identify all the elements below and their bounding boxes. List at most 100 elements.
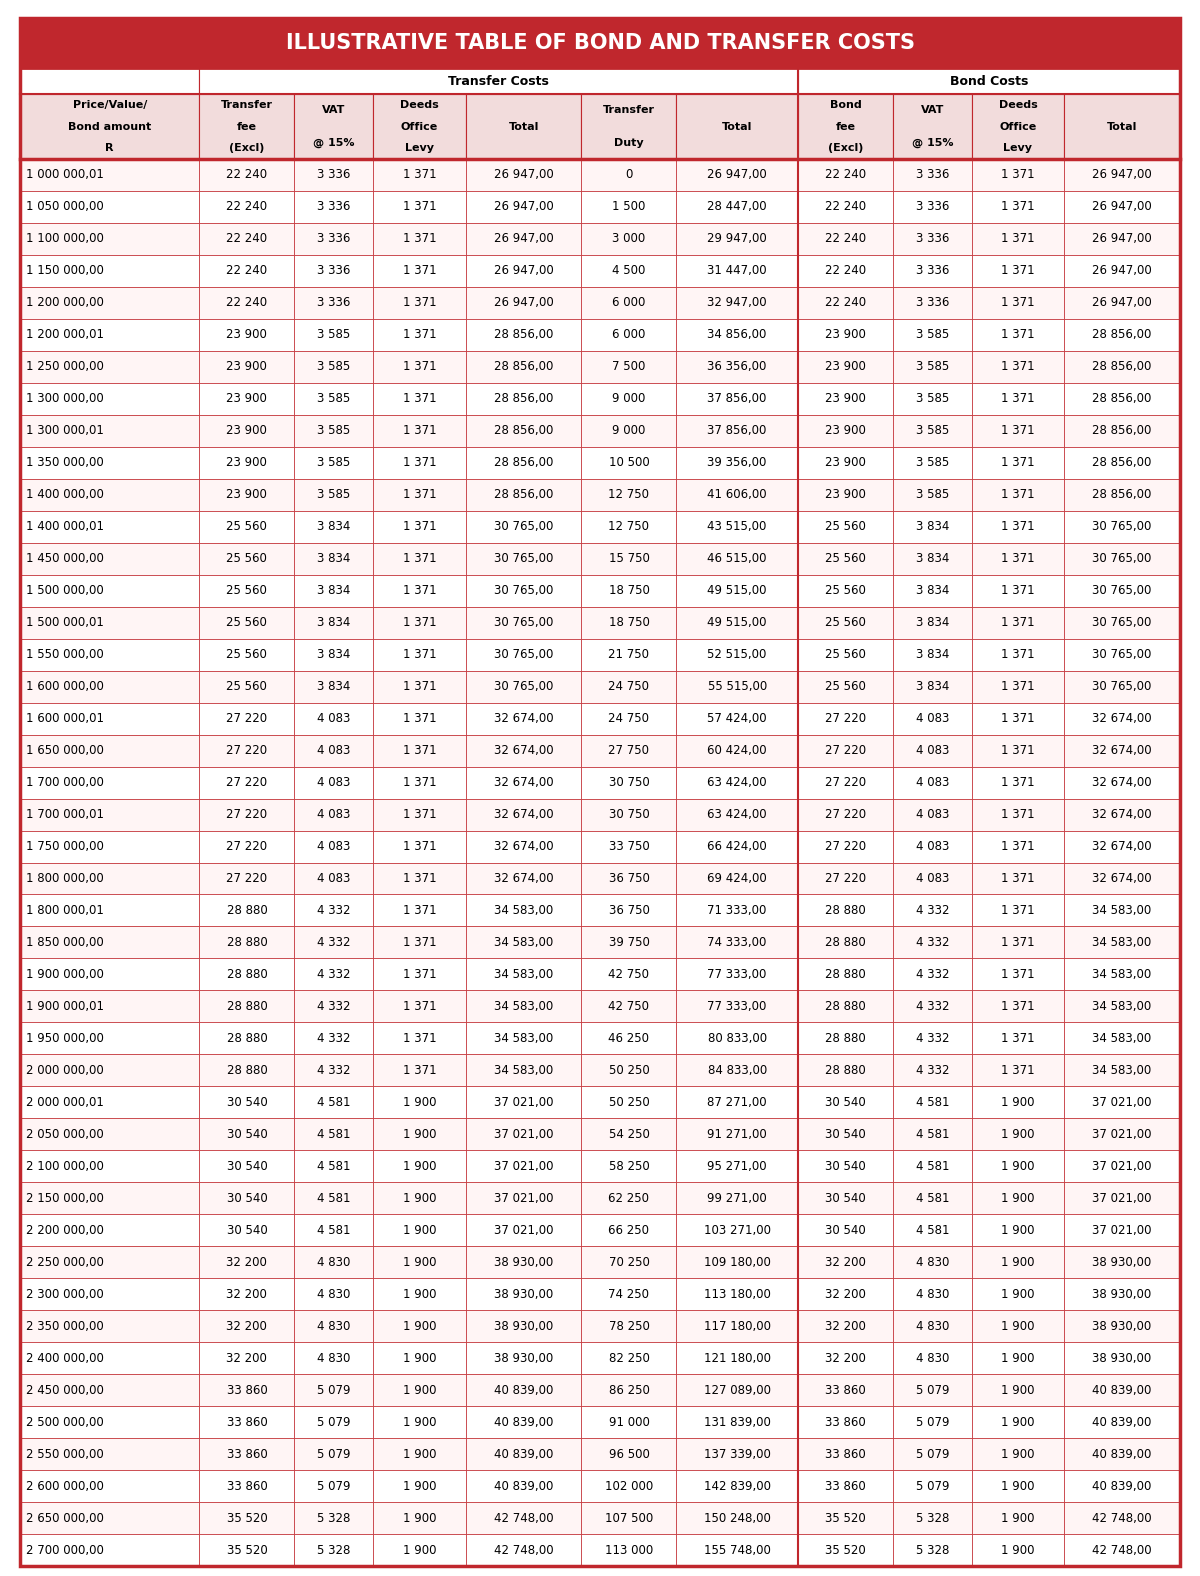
Bar: [972, 159, 1064, 191]
Text: 30 765,00: 30 765,00: [1092, 585, 1152, 597]
Text: 35 520: 35 520: [227, 1543, 268, 1557]
Text: 27 220: 27 220: [227, 872, 268, 886]
Bar: [1064, 159, 1180, 191]
Bar: [20, 927, 199, 958]
Text: 62 250: 62 250: [608, 1191, 649, 1204]
Bar: [373, 318, 466, 351]
Bar: [582, 1533, 677, 1567]
Bar: [199, 159, 294, 191]
Bar: [1064, 1150, 1180, 1182]
Bar: [294, 191, 373, 222]
Bar: [20, 958, 199, 990]
Text: 4 581: 4 581: [916, 1191, 949, 1204]
Text: 34 583,00: 34 583,00: [1092, 936, 1152, 949]
Text: 26 947,00: 26 947,00: [707, 169, 767, 181]
Bar: [582, 799, 677, 831]
Text: 3 336: 3 336: [916, 200, 949, 213]
Text: 3 585: 3 585: [916, 424, 949, 437]
Text: Transfer: Transfer: [602, 106, 655, 115]
Bar: [677, 383, 798, 414]
Text: 2 150 000,00: 2 150 000,00: [26, 1191, 104, 1204]
Text: 37 021,00: 37 021,00: [494, 1223, 553, 1237]
Text: 1 371: 1 371: [1001, 648, 1034, 662]
Bar: [294, 1437, 373, 1470]
Text: 27 220: 27 220: [824, 840, 866, 853]
Text: Bond: Bond: [829, 99, 862, 110]
Text: 69 424,00: 69 424,00: [707, 872, 767, 886]
Bar: [893, 1278, 972, 1310]
Text: 57 424,00: 57 424,00: [707, 712, 767, 725]
Text: 4 332: 4 332: [916, 1032, 949, 1045]
Text: 1 900: 1 900: [1001, 1223, 1034, 1237]
Bar: [199, 95, 294, 159]
Text: 103 271,00: 103 271,00: [703, 1223, 770, 1237]
Bar: [294, 1150, 373, 1182]
Text: 37 021,00: 37 021,00: [1092, 1128, 1152, 1141]
Text: 1 371: 1 371: [402, 1064, 437, 1076]
Bar: [199, 68, 798, 95]
Bar: [677, 1182, 798, 1214]
Bar: [20, 1054, 199, 1086]
Bar: [199, 1214, 294, 1247]
Bar: [294, 766, 373, 799]
Text: 34 583,00: 34 583,00: [494, 905, 553, 917]
Text: 4 830: 4 830: [916, 1256, 949, 1269]
Bar: [972, 990, 1064, 1023]
Text: 1 371: 1 371: [402, 585, 437, 597]
Text: 26 947,00: 26 947,00: [493, 265, 553, 277]
Text: 28 880: 28 880: [227, 1064, 268, 1076]
Bar: [582, 383, 677, 414]
Bar: [972, 895, 1064, 927]
Bar: [677, 222, 798, 255]
Text: 1 700 000,01: 1 700 000,01: [26, 808, 104, 821]
Bar: [20, 895, 199, 927]
Bar: [1064, 222, 1180, 255]
Text: 40 839,00: 40 839,00: [494, 1480, 553, 1492]
Bar: [972, 1437, 1064, 1470]
Bar: [893, 1214, 972, 1247]
Text: 28 880: 28 880: [826, 1032, 866, 1045]
Text: 23 900: 23 900: [227, 457, 268, 470]
Bar: [294, 1343, 373, 1374]
Bar: [798, 68, 1180, 95]
Text: 1 371: 1 371: [402, 265, 437, 277]
Text: 1 250 000,00: 1 250 000,00: [26, 361, 104, 374]
Bar: [677, 255, 798, 287]
Text: 37 021,00: 37 021,00: [1092, 1223, 1152, 1237]
Text: 4 083: 4 083: [317, 872, 350, 886]
Bar: [20, 383, 199, 414]
Text: 22 240: 22 240: [824, 169, 866, 181]
Bar: [373, 414, 466, 446]
Text: 77 333,00: 77 333,00: [708, 999, 767, 1013]
Text: 4 332: 4 332: [916, 1064, 949, 1076]
Bar: [972, 1150, 1064, 1182]
Bar: [582, 1310, 677, 1343]
Bar: [20, 1502, 199, 1533]
Bar: [1064, 1119, 1180, 1150]
Text: 1 371: 1 371: [1001, 552, 1034, 566]
Text: 18 750: 18 750: [608, 616, 649, 629]
Text: 26 947,00: 26 947,00: [493, 200, 553, 213]
Text: 34 583,00: 34 583,00: [1092, 999, 1152, 1013]
Text: 27 220: 27 220: [227, 808, 268, 821]
Bar: [466, 287, 582, 318]
Text: 3 834: 3 834: [317, 585, 350, 597]
Text: 95 271,00: 95 271,00: [707, 1160, 767, 1173]
Bar: [466, 383, 582, 414]
Bar: [373, 1343, 466, 1374]
Text: 28 856,00: 28 856,00: [494, 392, 553, 405]
Text: 2 500 000,00: 2 500 000,00: [26, 1415, 103, 1428]
Text: 3 585: 3 585: [916, 392, 949, 405]
Bar: [582, 703, 677, 734]
Bar: [972, 287, 1064, 318]
Text: 30 750: 30 750: [608, 775, 649, 790]
Bar: [466, 1470, 582, 1502]
Bar: [893, 1150, 972, 1182]
Bar: [893, 1470, 972, 1502]
Bar: [582, 607, 677, 638]
Text: 3 336: 3 336: [916, 265, 949, 277]
Bar: [798, 1374, 893, 1406]
Text: 4 581: 4 581: [317, 1128, 350, 1141]
Bar: [373, 927, 466, 958]
Text: 1 900: 1 900: [1001, 1319, 1034, 1333]
